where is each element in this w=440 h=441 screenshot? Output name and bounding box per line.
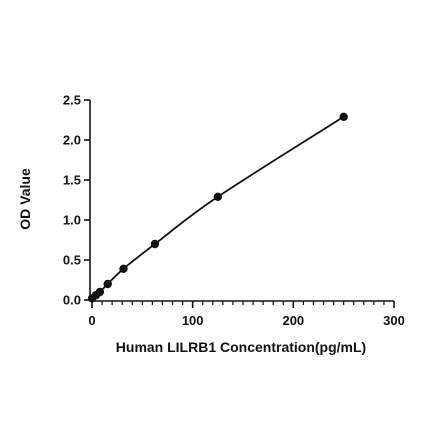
y-tick-label: 0.5: [63, 253, 81, 268]
x-tick-label: 100: [182, 313, 204, 328]
x-tick-label: 0: [88, 313, 95, 328]
y-tick-label: 1.0: [63, 213, 81, 228]
data-point: [119, 264, 128, 273]
x-tick-label: 200: [282, 313, 304, 328]
x-axis-label: Human LILRB1 Concentration(pg/mL): [116, 339, 366, 355]
data-point: [213, 192, 223, 201]
y-tick-label: 2.0: [63, 133, 81, 148]
y-tick-label: 0.0: [63, 293, 81, 308]
data-point: [150, 239, 160, 249]
y-tick-label: 2.5: [63, 93, 81, 108]
data-points-layer: [87, 112, 348, 303]
fitted-curve-line: [91, 116, 345, 300]
data-point: [103, 279, 112, 289]
data-point: [95, 287, 105, 297]
axes: 0.0 0.5 1.0 1.5 2.0 2.5 0 100 200 300: [63, 93, 405, 329]
fitted-curve-layer: [91, 116, 345, 300]
y-tick-label: 1.5: [63, 173, 81, 188]
data-point: [339, 112, 348, 122]
y-axis-label: OD Value: [17, 168, 33, 230]
x-tick-label: 300: [383, 313, 405, 328]
